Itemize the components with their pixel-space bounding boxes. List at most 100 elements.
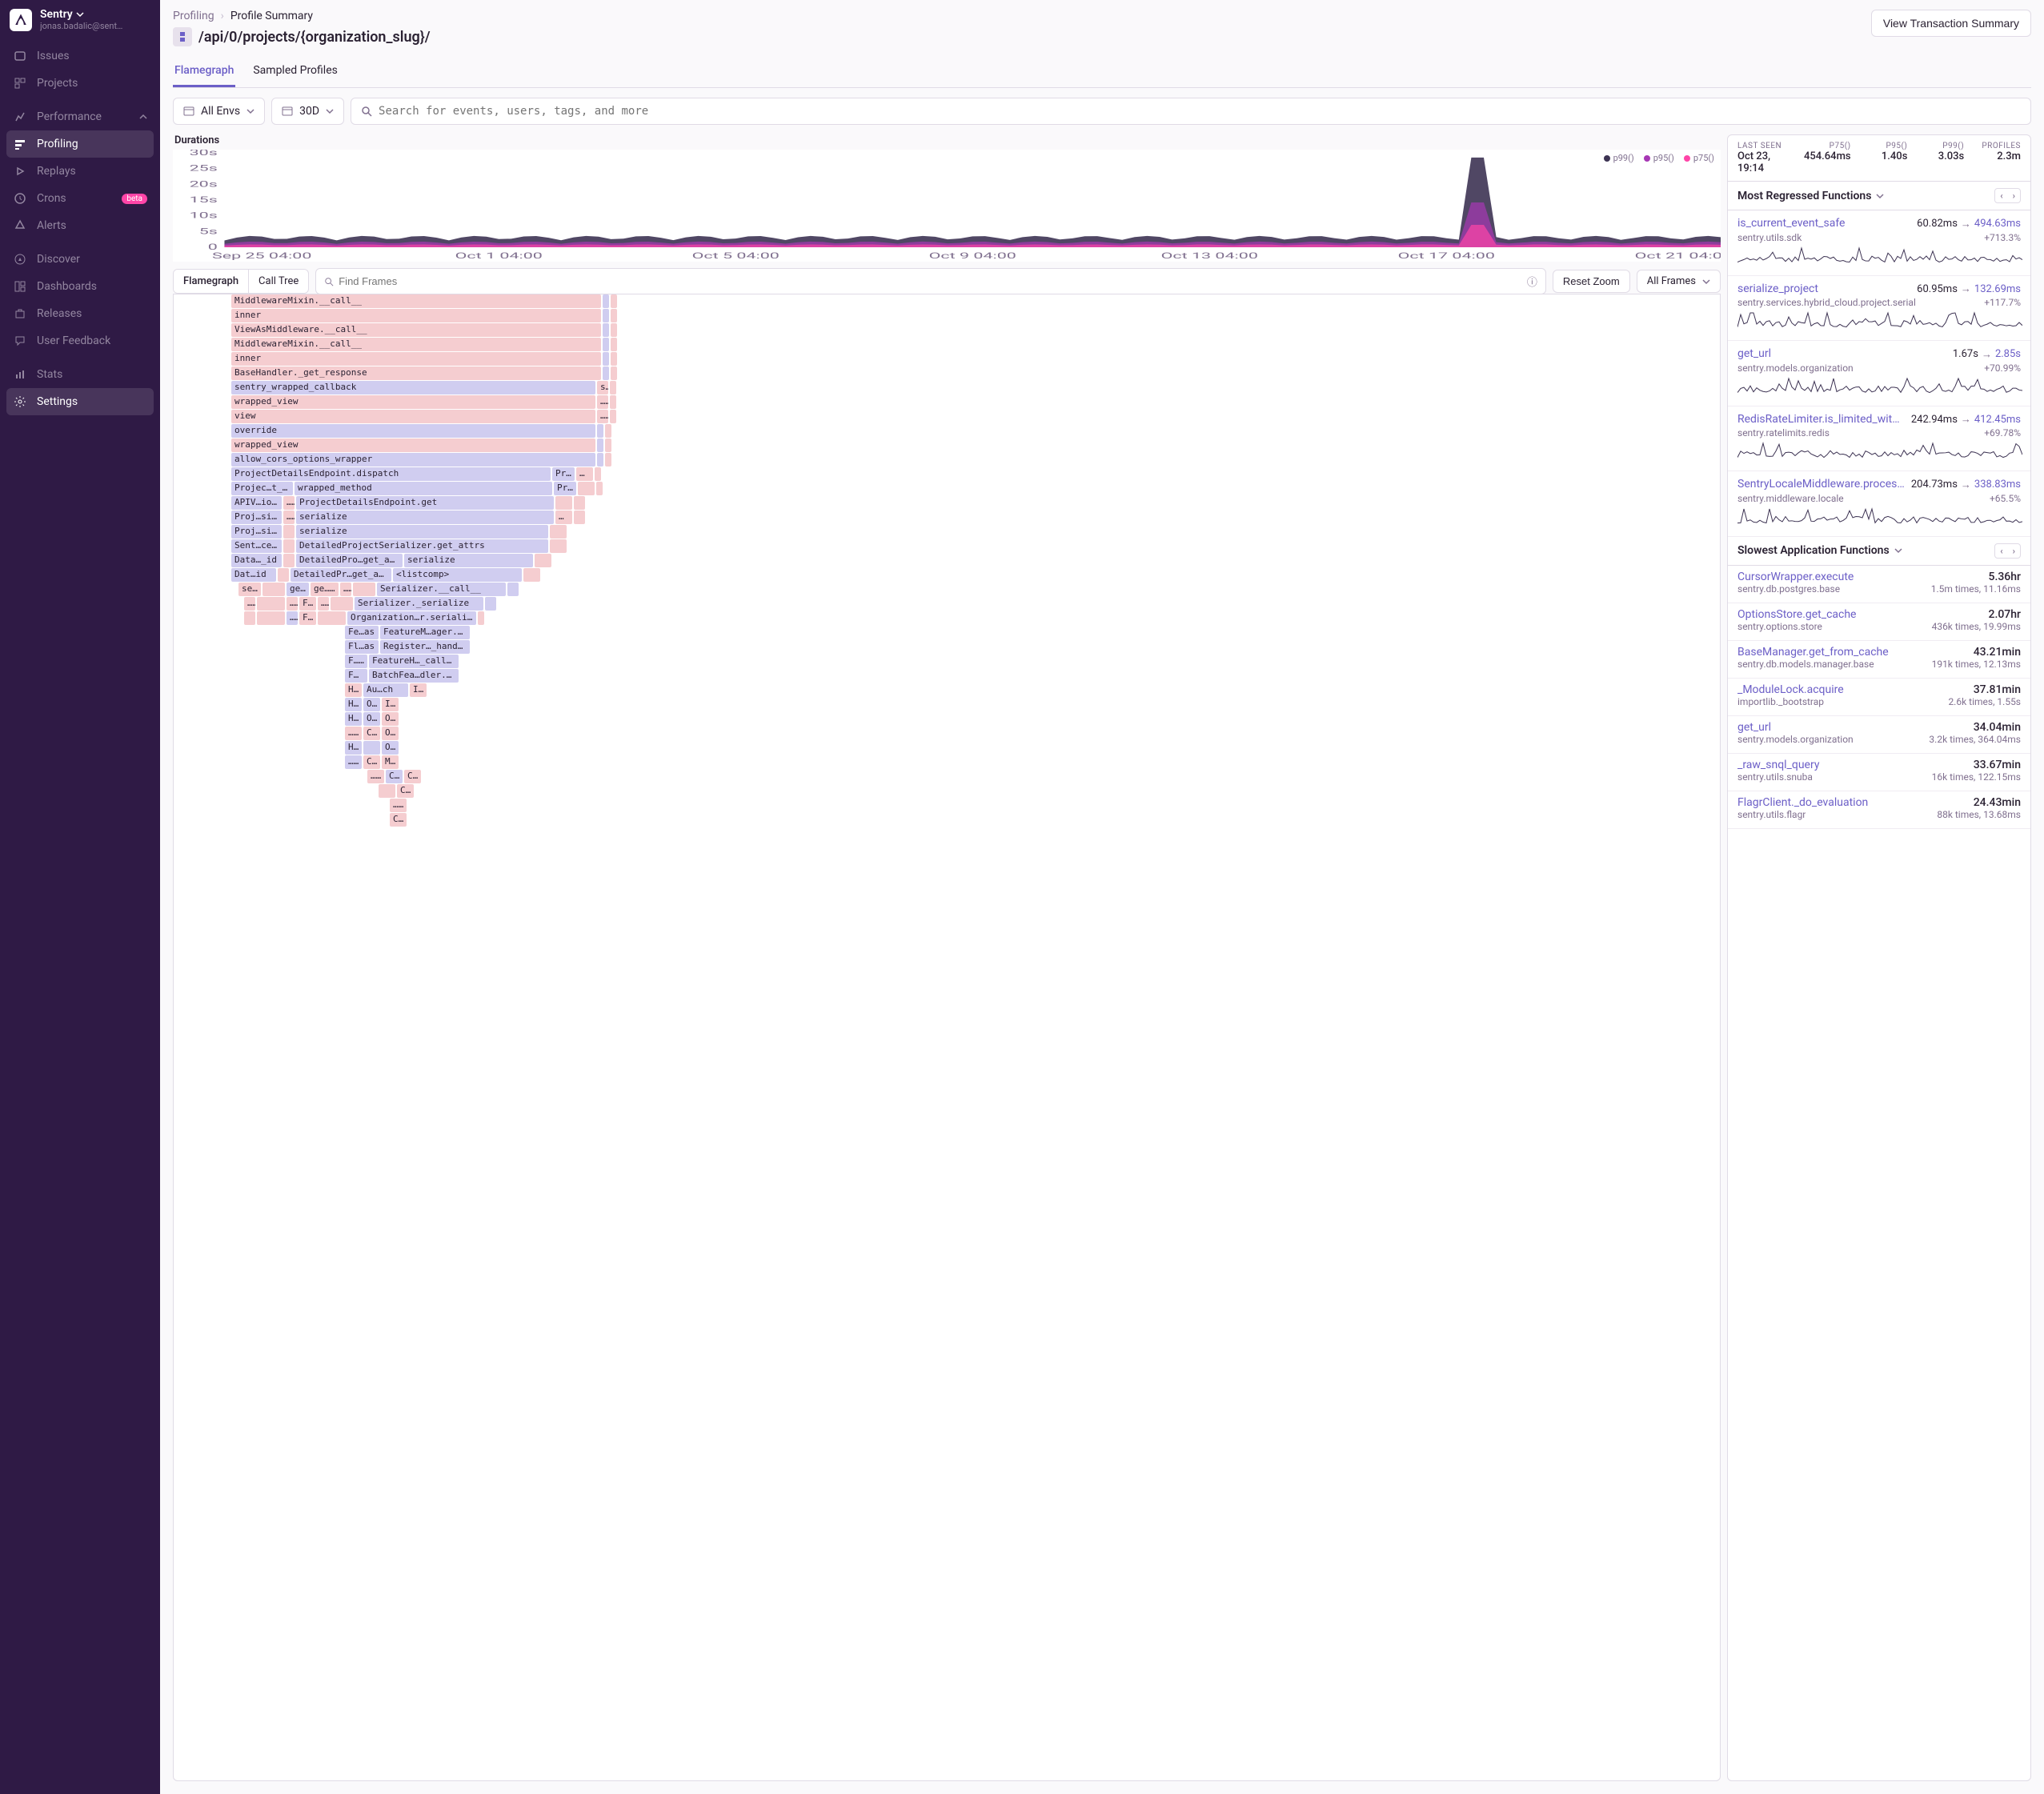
period-filter[interactable]: 30D <box>271 98 344 125</box>
flame-frame[interactable]: Projec…t_args <box>231 482 293 495</box>
flame-frame[interactable] <box>257 611 285 625</box>
flame-frame[interactable] <box>523 568 540 582</box>
flame-frame[interactable] <box>507 583 519 596</box>
flamegraph[interactable]: MiddlewareMixin.__call__innerViewAsMiddl… <box>173 294 1721 1781</box>
flame-frame[interactable]: ProjectDetailsEndpoint.get <box>296 496 554 510</box>
flame-frame[interactable]: F…s <box>299 611 316 625</box>
function-name[interactable]: FlagrClient._do_evaluation <box>1737 796 1868 809</box>
flame-frame[interactable] <box>535 554 551 567</box>
flame-frame[interactable]: allow_cors_options_wrapper <box>231 453 595 467</box>
flame-frame[interactable] <box>231 770 366 784</box>
flame-frame[interactable] <box>244 611 255 625</box>
flame-frame[interactable]: O… S… <box>363 698 380 711</box>
flame-frame[interactable]: F… … <box>345 655 367 668</box>
flame-frame[interactable]: <listcomp> <box>393 568 522 582</box>
flame-frame[interactable]: … <box>318 597 329 611</box>
prev-page[interactable]: ‹ <box>1995 544 2007 558</box>
flame-frame[interactable] <box>611 338 617 351</box>
flame-frame[interactable]: I…e <box>382 698 399 711</box>
function-name[interactable]: get_url <box>1737 347 1946 360</box>
function-name[interactable]: _ModuleLock.acquire <box>1737 683 1844 696</box>
nav-discover[interactable]: Discover <box>0 246 160 273</box>
flame-frame[interactable]: O…t <box>382 712 399 726</box>
find-frames-input[interactable] <box>339 275 1522 287</box>
flame-frame[interactable] <box>478 611 484 625</box>
flame-frame[interactable] <box>603 338 609 351</box>
find-frames-box[interactable]: ⓘ <box>315 268 1546 294</box>
flame-frame[interactable] <box>231 698 343 712</box>
flame-frame[interactable] <box>605 438 611 452</box>
durations-chart[interactable]: p99()p95()p75() 30s25s20s15s10s5s0Sep 25… <box>173 150 1721 262</box>
flame-frame[interactable] <box>379 784 395 798</box>
flame-frame[interactable]: I… I…h <box>410 683 427 697</box>
flame-frame[interactable]: FeatureM…ager.has <box>380 626 470 639</box>
function-name[interactable]: get_url <box>1737 721 1771 734</box>
flame-frame[interactable]: Serializer.__call__ <box>377 583 506 596</box>
flame-frame[interactable]: H… … <box>345 698 362 711</box>
flame-frame[interactable]: serialize <box>296 525 548 539</box>
function-name[interactable]: CursorWrapper.execute <box>1737 571 1854 583</box>
next-page[interactable]: › <box>2008 544 2020 558</box>
flame-frame[interactable]: Fl…as <box>345 640 379 654</box>
slowest-function[interactable]: get_url 34.04min sentry.models.organizat… <box>1728 716 2030 754</box>
slowest-header[interactable]: Slowest Application Functions ‹› <box>1728 537 2030 566</box>
flame-frame[interactable] <box>231 626 343 640</box>
flame-frame[interactable] <box>603 309 609 322</box>
flame-frame[interactable]: Serializer._serialize <box>355 597 483 611</box>
flame-frame[interactable] <box>283 554 295 567</box>
flame-frame[interactable] <box>331 597 353 611</box>
flame-frame[interactable]: … … <box>345 755 362 769</box>
flame-frame[interactable] <box>278 568 289 582</box>
slowest-function[interactable]: CursorWrapper.execute 5.36hr sentry.db.p… <box>1728 566 2030 603</box>
flame-frame[interactable]: wrapped_view <box>231 395 595 409</box>
flame-frame[interactable]: C…t <box>390 813 407 827</box>
flame-frame[interactable]: Dat…id <box>231 568 276 582</box>
flame-frame[interactable]: sentry_wrapped_callback <box>231 381 595 394</box>
flame-frame[interactable]: APIV…ions <box>231 496 282 510</box>
flame-frame[interactable]: MiddlewareMixin.__call__ <box>231 294 601 308</box>
flame-frame[interactable] <box>597 438 603 452</box>
flame-frame[interactable]: Proj…sion <box>231 511 282 524</box>
flame-frame[interactable] <box>605 424 611 438</box>
flame-frame[interactable]: … <box>283 496 295 510</box>
regressed-function[interactable]: get_url 1.67s → 2.85s sentry.models.orga… <box>1728 341 2030 406</box>
flame-frame[interactable] <box>574 496 585 510</box>
flame-frame[interactable] <box>231 712 343 727</box>
flame-frame[interactable]: C… <box>386 770 403 783</box>
flame-frame[interactable]: ge…ct <box>287 583 309 596</box>
slowest-function[interactable]: BaseManager.get_from_cache 43.21min sent… <box>1728 641 2030 679</box>
flame-frame[interactable] <box>605 453 611 467</box>
flame-frame[interactable] <box>597 424 603 438</box>
function-name[interactable]: BaseManager.get_from_cache <box>1737 646 1889 659</box>
slowest-function[interactable]: OptionsStore.get_cache 2.07hr sentry.opt… <box>1728 603 2030 641</box>
flame-frame[interactable] <box>603 294 609 308</box>
nav-projects[interactable]: Projects <box>0 70 160 97</box>
nav-dashboards[interactable]: Dashboards <box>0 273 160 300</box>
flame-frame[interactable]: ProjectDetailsEndpoint.dispatch <box>231 467 551 481</box>
flame-frame[interactable] <box>611 309 617 322</box>
flame-frame[interactable]: F… <box>345 669 367 683</box>
prev-page[interactable]: ‹ <box>1995 189 2007 202</box>
flame-frame[interactable]: ViewAsMiddleware.__call__ <box>231 323 601 337</box>
flame-frame[interactable]: … <box>597 395 608 409</box>
flame-frame[interactable]: … <box>340 583 351 596</box>
flame-frame[interactable]: Register…_handler <box>380 640 470 654</box>
flame-frame[interactable] <box>603 323 609 337</box>
flame-frame[interactable]: override <box>231 424 595 438</box>
flame-frame[interactable]: … <box>576 467 593 481</box>
flame-frame[interactable]: inner <box>231 309 601 322</box>
function-name[interactable]: OptionsStore.get_cache <box>1737 608 1856 621</box>
nav-performance[interactable]: Performance <box>0 103 160 130</box>
flame-frame[interactable]: BatchFea…dler.has <box>369 669 459 683</box>
flame-frame[interactable]: … <box>244 597 255 611</box>
flame-frame[interactable] <box>231 755 343 770</box>
env-filter[interactable]: All Envs <box>173 98 265 125</box>
flame-frame[interactable]: inner <box>231 352 601 366</box>
flame-frame[interactable]: Au…ch <box>363 683 408 697</box>
flame-frame[interactable]: Proj…sion <box>231 525 282 539</box>
flame-frame[interactable]: … <box>287 597 298 611</box>
flame-frame[interactable]: … <box>283 511 295 524</box>
function-name[interactable]: serialize_project <box>1737 282 1910 295</box>
flame-frame[interactable]: O… S… <box>363 712 380 726</box>
slowest-function[interactable]: _raw_snql_query 33.67min sentry.utils.sn… <box>1728 754 2030 791</box>
